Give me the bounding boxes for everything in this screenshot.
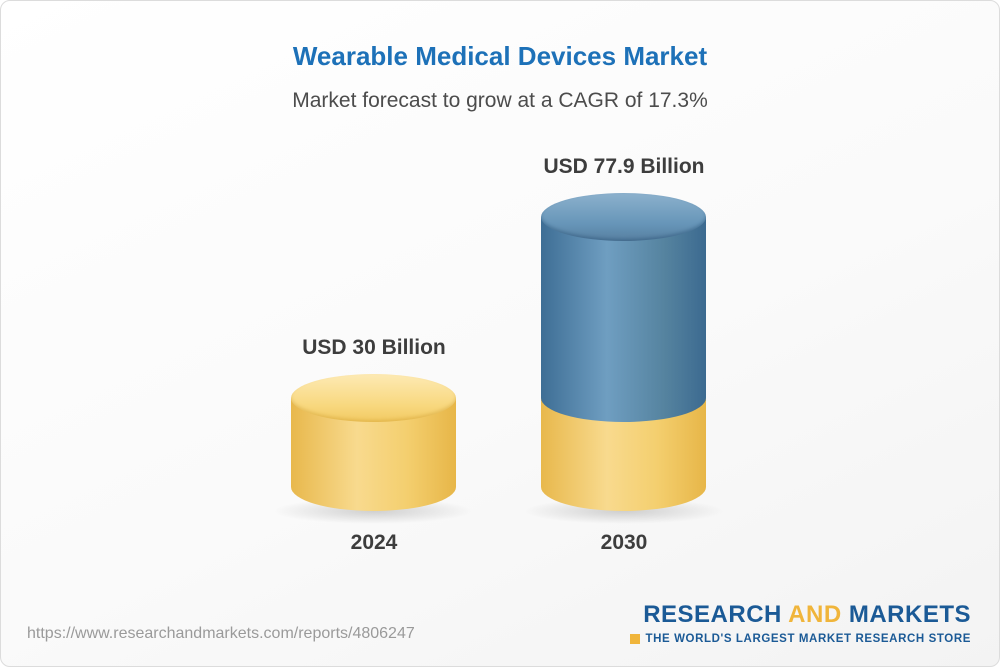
research-and-markets-logo: RESEARCH AND MARKETS THE WORLD'S LARGEST… bbox=[629, 601, 972, 645]
value-label-2030: USD 77.9 Billion bbox=[543, 155, 705, 178]
logo-wordmark: RESEARCH AND MARKETS bbox=[630, 601, 972, 629]
logo-word-markets: MARKETS bbox=[848, 601, 971, 628]
category-label-2024: 2024 bbox=[350, 531, 398, 554]
bar-2030-growth-segment bbox=[541, 217, 706, 422]
logo-tagline-text: THE WORLD'S LARGEST MARKET RESEARCH STOR… bbox=[645, 633, 971, 645]
bar-2030 bbox=[523, 1, 724, 666]
bar-2024-cap bbox=[291, 373, 456, 422]
value-label-2024: USD 30 Billion bbox=[302, 335, 446, 359]
bar-2024 bbox=[273, 1, 474, 666]
report-url[interactable]: https://www.researchandmarkets.com/repor… bbox=[27, 625, 415, 642]
logo-square-icon bbox=[629, 634, 640, 644]
bar-2030-cap bbox=[541, 193, 706, 241]
logo-word-research: RESEARCH bbox=[643, 601, 782, 628]
logo-tagline-row: THE WORLD'S LARGEST MARKET RESEARCH STOR… bbox=[629, 633, 972, 645]
category-label-2030: 2030 bbox=[600, 531, 648, 554]
logo-word-and: AND bbox=[788, 601, 842, 628]
chart-title: Wearable Medical Devices Market bbox=[292, 41, 708, 71]
chart-subtitle: Market forecast to grow at a CAGR of 17.… bbox=[292, 89, 708, 112]
